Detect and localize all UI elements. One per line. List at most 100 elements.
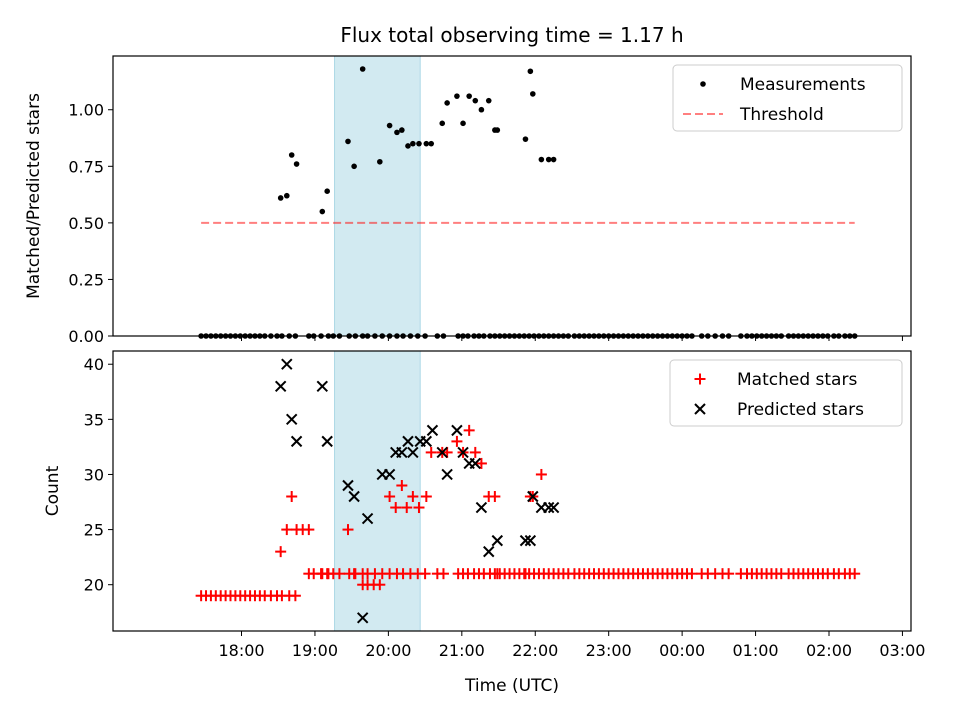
x-tick-label: 01:00 xyxy=(733,641,779,660)
measurement-point xyxy=(399,127,405,133)
predicted-marker-stroke xyxy=(547,501,560,514)
measurement-point xyxy=(460,120,466,127)
measurement-point xyxy=(428,140,435,147)
highlight-span xyxy=(334,350,421,632)
matched-star-point xyxy=(420,491,432,503)
measurement-point xyxy=(550,156,557,163)
x-tick-label: 02:00 xyxy=(806,641,852,660)
x-tick-label: 00:00 xyxy=(659,641,705,660)
matched-star-point xyxy=(475,457,487,469)
legend: Measurements Threshold xyxy=(672,64,903,132)
matched-star-point xyxy=(281,524,293,536)
predicted-marker-stroke xyxy=(361,512,374,525)
matched-star-point xyxy=(289,590,301,602)
matched-star-point xyxy=(374,579,386,591)
x-tick-label: 22:00 xyxy=(512,641,558,660)
measurement-point xyxy=(351,163,357,170)
chart-title: Flux total observing time = 1.17 h xyxy=(340,23,683,47)
legend-label: Threshold xyxy=(739,105,824,125)
matched-star-point xyxy=(425,446,437,458)
predicted-star-point xyxy=(436,446,448,459)
measurement-point xyxy=(545,156,552,163)
predicted-marker-stroke xyxy=(285,413,298,426)
measurement-point xyxy=(527,68,534,75)
matched-star-point xyxy=(286,491,298,503)
x-axis-label: Time (UTC) xyxy=(464,676,559,696)
measurement-point xyxy=(466,93,472,99)
predicted-marker-stroke xyxy=(290,435,303,448)
predicted-star-point xyxy=(407,446,419,459)
matched-star-point xyxy=(451,435,463,447)
predicted-star-point xyxy=(457,446,469,459)
predicted-star-point xyxy=(451,424,463,437)
predicted-star-point xyxy=(524,534,537,547)
predicted-marker-stroke xyxy=(274,380,287,392)
measurement-point xyxy=(444,100,450,106)
matched-star-point xyxy=(723,568,735,580)
y-tick-label: 0.75 xyxy=(68,157,104,176)
predicted-marker-stroke xyxy=(407,446,419,459)
measurement-point xyxy=(324,188,330,194)
matched-star-point xyxy=(489,491,501,503)
matched-star-point xyxy=(348,568,360,580)
legend-marker-measurements xyxy=(700,81,706,87)
predicted-star-point xyxy=(543,501,555,514)
predicted-marker-stroke xyxy=(281,358,293,370)
matched-star-point xyxy=(303,524,315,536)
predicted-star-point xyxy=(402,435,414,448)
matched-star-point xyxy=(407,491,419,503)
measurement-point xyxy=(472,97,479,104)
measurement-point xyxy=(394,129,400,136)
predicted-marker-stroke xyxy=(469,457,481,470)
predicted-marker-stroke xyxy=(316,380,328,392)
predicted-star-point xyxy=(519,534,532,547)
matched-star-point xyxy=(342,524,354,536)
measurement-point xyxy=(386,122,393,129)
matched-star-point xyxy=(413,502,425,514)
measurement-point xyxy=(377,158,383,165)
predicted-marker-stroke xyxy=(475,501,488,514)
matched-star-point xyxy=(849,568,861,580)
matched-star-point xyxy=(535,468,547,480)
predicted-marker-stroke xyxy=(383,468,396,481)
predicted-marker-stroke xyxy=(426,424,439,437)
matched-star-point xyxy=(384,491,396,503)
y-tick-label: 1.00 xyxy=(68,101,104,120)
axes-frame xyxy=(112,55,912,337)
legend-label: Measurements xyxy=(740,75,866,95)
matched-star-point xyxy=(333,568,345,580)
predicted-star-point xyxy=(491,534,504,547)
predicted-marker-stroke xyxy=(321,435,333,448)
y-axis-label: Count xyxy=(43,465,63,516)
y-axis-label: Matched/Predicted stars xyxy=(24,93,44,299)
top-panel: 0.00 0.25 0.50 0.75 1.00 Matched/Predicted st… xyxy=(24,55,912,346)
predicted-star-point xyxy=(426,424,439,437)
predicted-marker-stroke xyxy=(356,612,369,624)
predicted-star-point xyxy=(475,501,488,514)
predicted-marker-stroke xyxy=(543,501,555,514)
bottom-panel: 20 25 30 35 40 Count 18:00 19:00 20:00 21:00 22:00… xyxy=(43,350,925,660)
measurement-point xyxy=(494,127,501,133)
predicted-star-point xyxy=(383,468,396,481)
predicted-star-point xyxy=(290,435,303,448)
matched-star-point xyxy=(396,479,408,491)
x-tick-label: 03:00 xyxy=(879,641,925,660)
predicted-marker-stroke xyxy=(457,446,469,459)
predicted-marker-stroke xyxy=(527,490,539,503)
measurement-point xyxy=(478,106,485,113)
predicted-star-point xyxy=(420,435,433,448)
y-tick-label: 0.00 xyxy=(68,327,104,346)
predicted-star-point xyxy=(469,457,481,470)
predicted-star-point xyxy=(547,501,560,514)
y-tick-label: 30 xyxy=(84,465,104,484)
measurement-point xyxy=(319,208,326,215)
predicted-star-point xyxy=(281,358,293,370)
predicted-marker-stroke xyxy=(420,435,433,448)
y-tick-label: 20 xyxy=(84,576,104,595)
measurement-point xyxy=(485,97,492,104)
predicted-star-point xyxy=(356,612,369,624)
y-tick-label: 25 xyxy=(84,521,104,540)
y-tick-label: 40 xyxy=(84,355,104,374)
predicted-marker-stroke xyxy=(483,545,495,558)
measurement-point xyxy=(410,140,416,147)
